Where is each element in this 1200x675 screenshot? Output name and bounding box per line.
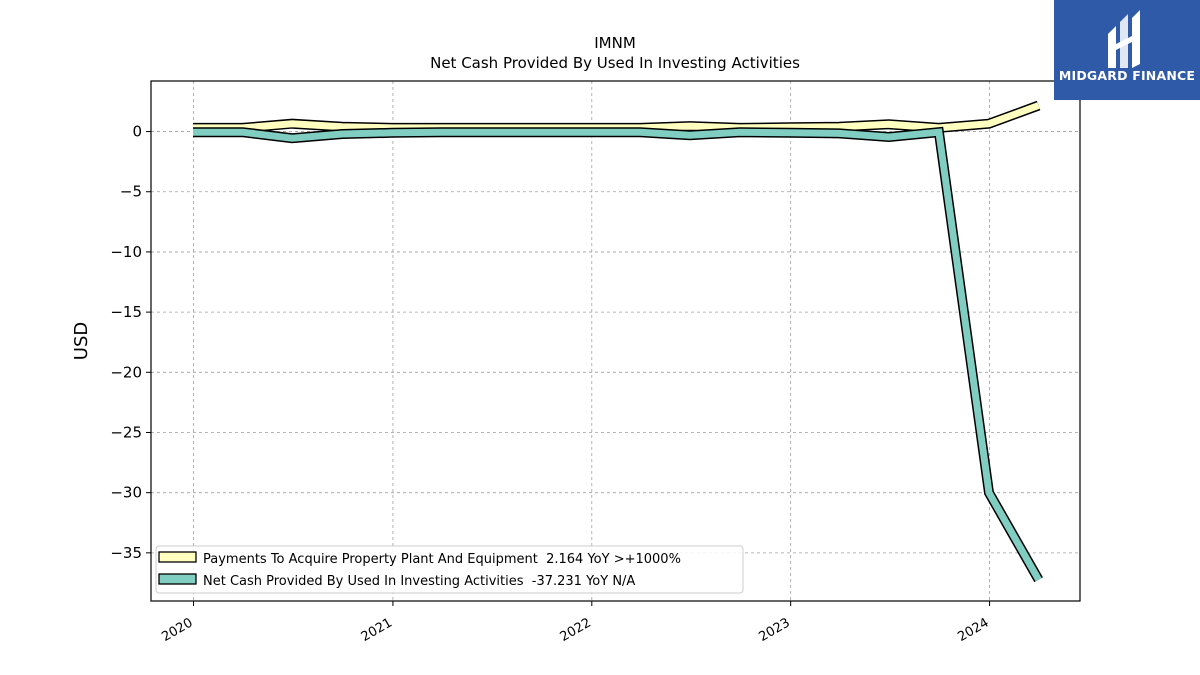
series-layer xyxy=(193,100,1043,583)
y-tick-label: −35 xyxy=(110,544,142,562)
x-tick-label: 2024 xyxy=(955,615,991,645)
legend-swatch-ppe xyxy=(158,551,197,563)
y-tick-label: −20 xyxy=(110,363,142,381)
brand-name: MIDGARD FINANCE xyxy=(1058,68,1196,83)
y-tick-label: −25 xyxy=(110,423,142,441)
y-axis: 0 −5 −10 −15 −20 −25 −30 −35 xyxy=(110,123,151,562)
series-line-1 xyxy=(193,128,1042,582)
legend-label-investing: Net Cash Provided By Used In Investing A… xyxy=(203,574,635,589)
y-tick-label: −10 xyxy=(110,243,142,261)
y-tick-label: 0 xyxy=(132,123,142,141)
x-tick-label: 2023 xyxy=(757,615,793,645)
x-tick-label: 2022 xyxy=(558,615,594,645)
legend-swatch-investing xyxy=(158,573,197,585)
x-tick-label: 2020 xyxy=(159,615,195,645)
x-axis: 2020 2021 2022 2023 2024 xyxy=(159,601,992,645)
series-line-outline-1 xyxy=(193,126,1043,583)
legend-label-ppe: Payments To Acquire Property Plant And E… xyxy=(203,552,681,567)
chart-title: IMNM xyxy=(594,34,636,52)
chart-subtitle: Net Cash Provided By Used In Investing A… xyxy=(430,54,800,72)
plot-frame xyxy=(150,80,1081,602)
brand-logo: MIDGARD FINANCE xyxy=(1054,0,1200,100)
x-tick-label: 2021 xyxy=(359,615,395,645)
y-tick-label: −30 xyxy=(110,484,142,502)
y-axis-label: USD xyxy=(71,322,92,360)
midgard-logo-icon xyxy=(1108,10,1140,68)
y-tick-label: −5 xyxy=(120,183,142,201)
legend: Payments To Acquire Property Plant And E… xyxy=(155,545,744,594)
series-line-0 xyxy=(193,102,1040,132)
grid xyxy=(151,81,1080,601)
legend-box xyxy=(155,545,744,594)
y-tick-label: −15 xyxy=(110,303,142,321)
